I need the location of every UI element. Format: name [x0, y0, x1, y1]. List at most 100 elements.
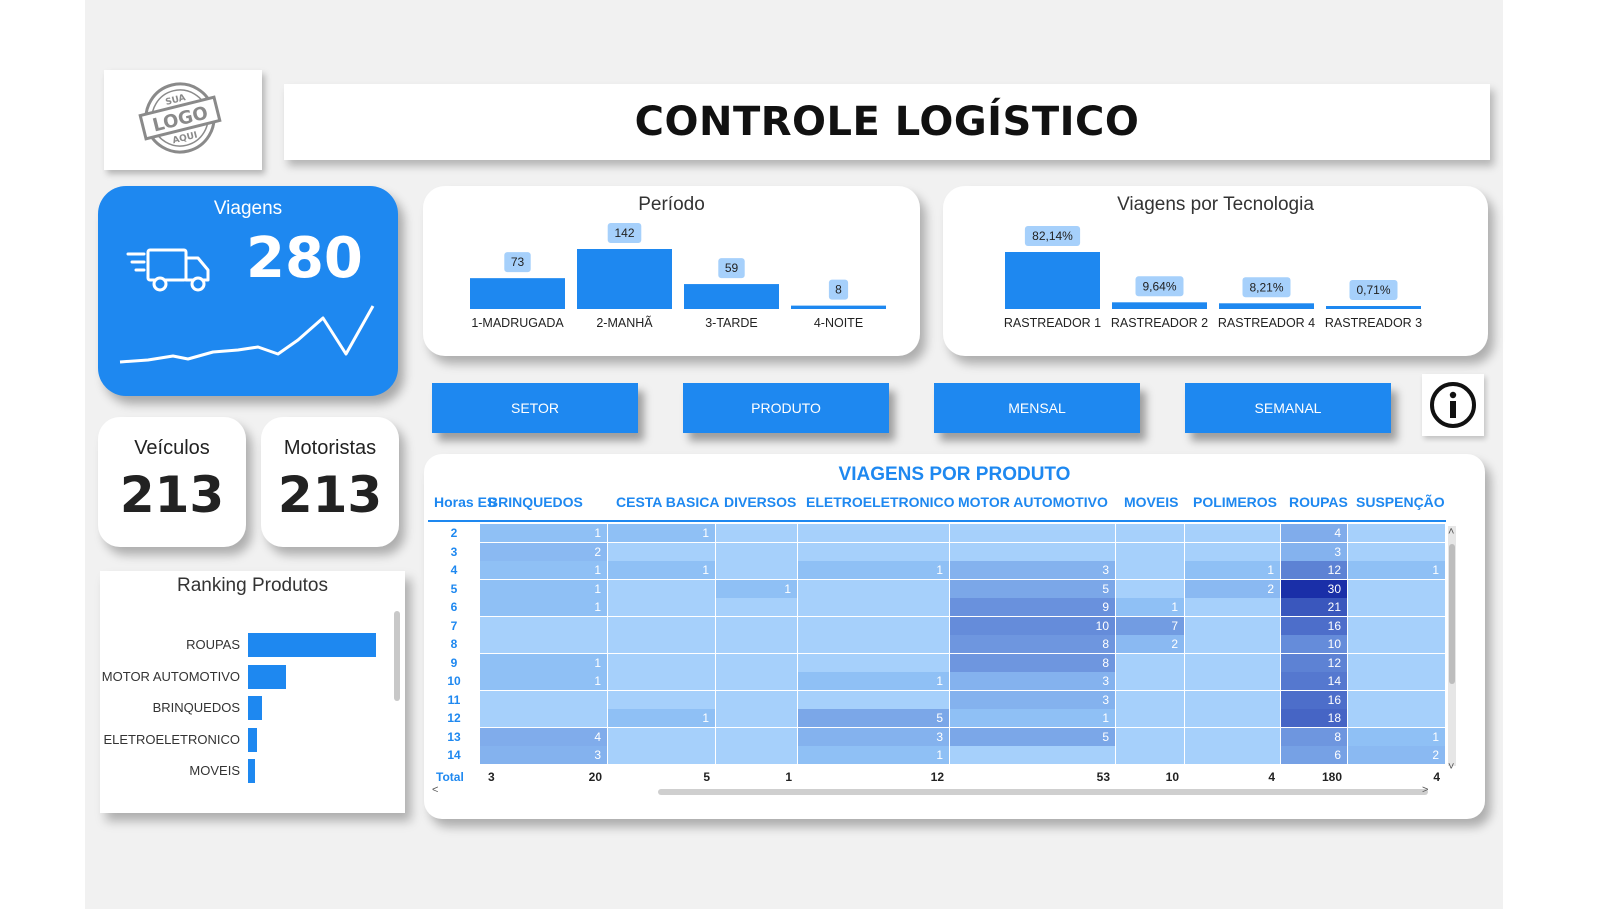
- matrix-cell[interactable]: [716, 616, 797, 635]
- matrix-cell[interactable]: 1: [1348, 561, 1445, 579]
- matrix-vertical-scroll-thumb[interactable]: [1449, 544, 1455, 684]
- setor-button[interactable]: SETOR: [432, 383, 638, 433]
- matrix-cell[interactable]: [1116, 746, 1184, 764]
- matrix-cell[interactable]: [1348, 598, 1445, 616]
- column-header[interactable]: ELETROELETRONICO: [806, 494, 955, 510]
- matrix-cell[interactable]: [608, 746, 715, 764]
- matrix-cell[interactable]: 3: [950, 561, 1115, 579]
- matrix-cell[interactable]: 9: [950, 598, 1115, 616]
- matrix-cell[interactable]: 1: [480, 561, 607, 579]
- periodo-chart[interactable]: 73 1-MADRUGADA 142 2-MANHÃ 59 3-TARDE 8 4-NOITE: [423, 186, 920, 356]
- row-header[interactable]: 8: [450, 637, 458, 651]
- kpi-motoristas-card[interactable]: Motoristas 213: [261, 417, 399, 547]
- matrix-cell[interactable]: 18: [1281, 709, 1347, 727]
- matrix-cell[interactable]: 10: [950, 616, 1115, 635]
- matrix-cell[interactable]: 1: [480, 653, 607, 672]
- row-header[interactable]: 5: [450, 581, 458, 596]
- matrix-cell[interactable]: 3: [950, 690, 1115, 709]
- periodo-bar[interactable]: [577, 249, 672, 309]
- matrix-cell[interactable]: [608, 598, 715, 616]
- matrix-cell[interactable]: 16: [1281, 616, 1347, 635]
- periodo-bar[interactable]: [470, 278, 565, 309]
- ranking-bar[interactable]: [248, 727, 257, 752]
- matrix-cell[interactable]: 1: [608, 524, 715, 542]
- matrix-cell[interactable]: 6: [1281, 746, 1347, 764]
- mensal-button[interactable]: MENSAL: [934, 383, 1140, 433]
- matrix-cell[interactable]: 3: [798, 727, 949, 746]
- matrix-cell[interactable]: [1185, 690, 1280, 709]
- scroll-left-arrow[interactable]: <: [432, 783, 439, 796]
- matrix-cell[interactable]: [1185, 727, 1280, 746]
- matrix-cell[interactable]: [1116, 690, 1184, 709]
- ranking-bar[interactable]: [248, 696, 263, 720]
- matrix-cell[interactable]: [480, 709, 607, 727]
- matrix-cell[interactable]: [1348, 542, 1445, 561]
- row-header[interactable]: 14: [447, 748, 461, 762]
- matrix-cell[interactable]: [716, 746, 797, 764]
- matrix-cell[interactable]: [1116, 524, 1184, 542]
- matrix-cell[interactable]: 1: [480, 598, 607, 616]
- matrix-cell[interactable]: 5: [950, 579, 1115, 598]
- tecnologia-bar[interactable]: [1112, 302, 1207, 309]
- matrix-cell[interactable]: [1348, 653, 1445, 672]
- matrix-cell[interactable]: [716, 561, 797, 579]
- matrix-cell[interactable]: [716, 524, 797, 542]
- matrix-cell[interactable]: [608, 653, 715, 672]
- matrix-cell[interactable]: [798, 690, 949, 709]
- row-header[interactable]: 12: [447, 711, 461, 725]
- matrix-cell[interactable]: [1116, 579, 1184, 598]
- matrix-cell[interactable]: [480, 690, 607, 709]
- matrix-cell[interactable]: 1: [608, 561, 715, 579]
- scroll-right-arrow[interactable]: >: [1422, 783, 1429, 796]
- matrix-cell[interactable]: [1116, 653, 1184, 672]
- scroll-down-arrow[interactable]: ˅: [1448, 760, 1455, 773]
- matrix-cell[interactable]: 3: [1281, 542, 1347, 561]
- matrix-cell[interactable]: [716, 542, 797, 561]
- matrix-cell[interactable]: [1116, 709, 1184, 727]
- matrix-cell[interactable]: [1185, 598, 1280, 616]
- matrix-cell[interactable]: [1116, 672, 1184, 690]
- matrix-cell[interactable]: 5: [950, 727, 1115, 746]
- ranking-produtos-card[interactable]: Ranking Produtos ROUPAS MOTOR AUTOMOTIVO B…: [100, 571, 405, 813]
- matrix-cell[interactable]: 5: [798, 709, 949, 727]
- kpi-viagens-card[interactable]: Viagens 280: [98, 186, 398, 396]
- matrix-cell[interactable]: [716, 709, 797, 727]
- matrix-cell[interactable]: 1: [1185, 561, 1280, 579]
- matrix-cell[interactable]: 12: [1281, 653, 1347, 672]
- matrix-cell[interactable]: [1348, 709, 1445, 727]
- ranking-bar[interactable]: [248, 664, 286, 689]
- matrix-cell[interactable]: [608, 690, 715, 709]
- matrix-cell[interactable]: [1185, 524, 1280, 542]
- matrix-cell[interactable]: [716, 672, 797, 690]
- matrix-cell[interactable]: [716, 598, 797, 616]
- tecnologia-chart[interactable]: 82,14% RASTREADOR 1 9,64% RASTREADOR 2 8,21%…: [943, 186, 1488, 356]
- column-header[interactable]: CESTA BASICA: [616, 494, 720, 510]
- matrix-cell[interactable]: [798, 616, 949, 635]
- matrix-cell[interactable]: 1: [1348, 727, 1445, 746]
- tecnologia-bar[interactable]: [1219, 303, 1314, 309]
- column-header[interactable]: BRINQUEDOS: [488, 494, 583, 510]
- matrix-cell[interactable]: [1348, 524, 1445, 542]
- matrix-cell[interactable]: 30: [1281, 579, 1347, 598]
- periodo-bar[interactable]: [684, 284, 779, 309]
- matrix-cell[interactable]: [480, 635, 607, 653]
- matrix-cell[interactable]: 1: [798, 672, 949, 690]
- row-header[interactable]: 2: [450, 526, 458, 540]
- row-header[interactable]: 3: [450, 544, 458, 559]
- periodo-chart-card[interactable]: Período 73 1-MADRUGADA 142 2-MANHÃ 59 3-TARDE…: [423, 186, 920, 356]
- row-header[interactable]: 7: [450, 618, 458, 633]
- column-header[interactable]: SUSPENÇÃO: [1356, 494, 1445, 510]
- row-header[interactable]: 13: [447, 729, 461, 744]
- matrix-cell[interactable]: [950, 524, 1115, 542]
- matrix-cell[interactable]: [480, 616, 607, 635]
- matrix-cell[interactable]: [608, 635, 715, 653]
- matrix-cell[interactable]: 8: [950, 635, 1115, 653]
- matrix-cell[interactable]: [798, 653, 949, 672]
- matrix-cell[interactable]: [608, 579, 715, 598]
- matrix-cell[interactable]: 1: [480, 672, 607, 690]
- semanal-button[interactable]: SEMANAL: [1185, 383, 1391, 433]
- column-header[interactable]: MOTOR AUTOMOTIVO: [958, 494, 1108, 510]
- matrix-cell[interactable]: [1348, 672, 1445, 690]
- matrix-cell[interactable]: [1348, 690, 1445, 709]
- matrix-cell[interactable]: [1348, 616, 1445, 635]
